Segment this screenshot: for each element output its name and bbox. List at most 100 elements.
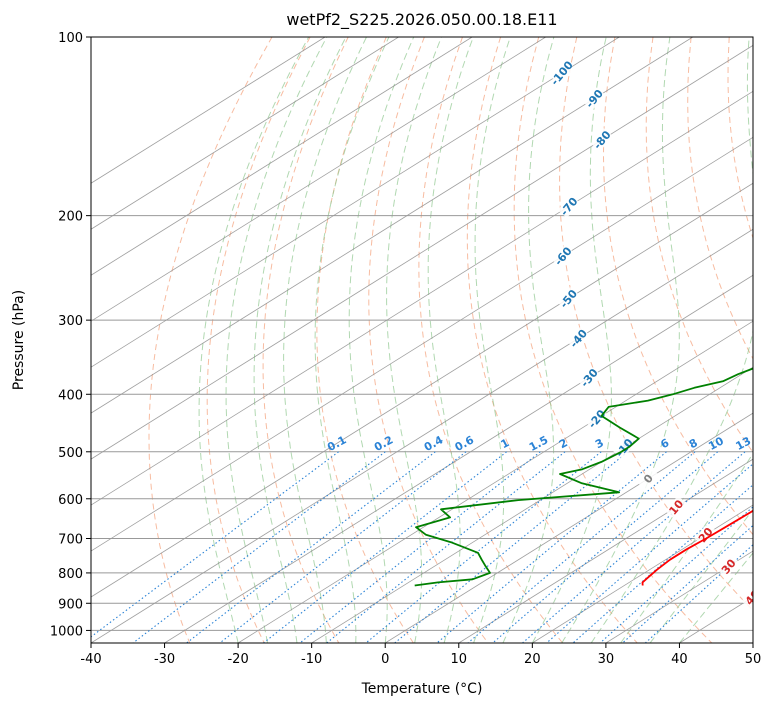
isotherm xyxy=(91,182,753,598)
dry-adiabat-label: -100 xyxy=(548,58,576,88)
dry-adiabat-label-bg xyxy=(550,61,573,85)
dry-adiabat-label: -60 xyxy=(552,244,575,268)
x-axis-label: Temperature (°C) xyxy=(361,681,483,697)
moist-adiabat xyxy=(225,37,328,643)
dry-adiabat xyxy=(206,37,311,643)
mixing-ratio-label: 10 xyxy=(706,434,726,453)
isotherm xyxy=(91,136,753,552)
dry-adiabat-label: -90 xyxy=(583,87,606,111)
dry-adiabat xyxy=(767,37,775,643)
dry-adiabat-label-bg xyxy=(583,87,606,111)
isotherm xyxy=(91,37,326,184)
plot-frame xyxy=(90,36,754,644)
x-tick-label: -10 xyxy=(301,652,322,667)
isotherm xyxy=(91,37,546,322)
dry-adiabat-label-bg xyxy=(741,585,753,609)
mixing-ratio-label: 1.5 xyxy=(527,433,550,454)
x-tick-label: 50 xyxy=(745,652,762,667)
isotherm xyxy=(605,550,753,643)
mixing-ratio-label: 8 xyxy=(687,436,700,451)
y-tick-label: 500 xyxy=(58,446,83,461)
isotherm xyxy=(458,458,753,643)
dry-adiabat-label-bg xyxy=(717,554,740,578)
dry-adiabat-label-bg xyxy=(557,194,580,218)
dry-adiabat xyxy=(645,37,753,454)
dry-adiabat-label-bg xyxy=(567,326,590,350)
mixing-ratio-line xyxy=(546,463,753,643)
x-tick-label: 30 xyxy=(598,652,615,667)
y-tick-label: 400 xyxy=(58,388,83,403)
moist-adiabat xyxy=(473,37,511,643)
dewpoint-profile xyxy=(414,367,753,587)
dry-adiabat xyxy=(466,37,638,643)
y-tick-label: 200 xyxy=(58,210,83,225)
dry-adiabat-label: -40 xyxy=(567,327,590,351)
dry-adiabat-label-bg xyxy=(590,128,613,152)
mixing-ratio-line xyxy=(522,451,746,643)
isotherm xyxy=(752,642,753,643)
isotherm xyxy=(237,320,753,643)
mixing-ratio-line xyxy=(91,451,339,638)
isotherm xyxy=(91,228,753,643)
x-axis: -40 -30 -20 -10 0 10 20 30 40 50 xyxy=(80,643,761,667)
y-tick-label: 900 xyxy=(58,597,83,612)
x-tick-label: -30 xyxy=(154,652,175,667)
mixing-ratio-label: 0.2 xyxy=(372,433,395,454)
y-tick-label: 1000 xyxy=(50,624,83,639)
isotherm xyxy=(532,504,753,643)
dry-adiabat-label-bg xyxy=(664,495,688,519)
moist-adiabat xyxy=(314,37,390,643)
isotherm xyxy=(91,37,694,414)
mixing-ratio-line xyxy=(436,451,667,643)
x-tick-label: 40 xyxy=(671,652,688,667)
mixing-ratio-line xyxy=(219,451,467,643)
dry-adiabat-label: -50 xyxy=(557,287,580,311)
dry-adiabat xyxy=(148,37,273,643)
mixing-ratio-line xyxy=(365,451,602,643)
moist-adiabat xyxy=(283,37,367,643)
isotherm xyxy=(91,90,753,506)
y-axis: 100 200 300 400 500 600 700 800 900 1000 xyxy=(50,31,91,639)
moist-adiabat xyxy=(649,508,753,643)
mixing-ratio-label: 13 xyxy=(734,434,754,453)
dry-adiabat-label: -80 xyxy=(591,128,614,152)
chart-title: wetPf2_S225.2026.050.00.18.E11 xyxy=(286,10,557,30)
y-tick-label: 800 xyxy=(58,567,83,582)
moist-adiabat xyxy=(590,37,753,643)
isotherm xyxy=(311,366,753,643)
moist-adiabat xyxy=(427,37,474,643)
isotherm xyxy=(91,37,620,368)
dry-adiabat-label: -70 xyxy=(558,195,581,219)
dry-adiabat xyxy=(602,37,753,536)
mixing-ratio-label: 0.4 xyxy=(422,433,446,454)
plot-area: 0.10.20.40.611.52346810131620253036-100-… xyxy=(91,37,775,643)
isotherm xyxy=(91,37,473,276)
dry-adiabat xyxy=(368,37,489,643)
dry-adiabat-label-bg xyxy=(694,523,717,547)
isotherm xyxy=(385,412,753,643)
dry-adiabat-label-bg xyxy=(585,407,608,431)
isotherm xyxy=(91,37,399,230)
mixing-ratio-label: 6 xyxy=(658,436,671,451)
dry-adiabat-label: -30 xyxy=(578,366,601,390)
mixing-ratio-label: 16 xyxy=(756,434,775,453)
mixing-ratio-label: 3 xyxy=(593,436,606,451)
y-tick-label: 300 xyxy=(58,314,83,329)
isotherm xyxy=(164,274,753,643)
moist-adiabat xyxy=(620,452,753,643)
mixing-ratio-line xyxy=(186,451,436,643)
x-tick-label: -20 xyxy=(227,652,248,667)
mixing-ratio-label: 0.6 xyxy=(453,433,477,454)
mixing-ratio-line xyxy=(467,451,696,643)
mixing-ratio-line xyxy=(644,544,753,643)
moist-adiabat xyxy=(198,37,310,643)
dry-adiabat xyxy=(418,37,563,643)
dry-adiabat-label-bg xyxy=(578,366,601,390)
x-tick-label: -40 xyxy=(80,652,101,667)
moist-adiabat xyxy=(253,37,347,643)
y-tick-label: 600 xyxy=(58,493,83,508)
moist-adiabat xyxy=(502,37,555,643)
mixing-ratio-line xyxy=(326,451,566,643)
mixing-ratio-line xyxy=(599,506,753,643)
